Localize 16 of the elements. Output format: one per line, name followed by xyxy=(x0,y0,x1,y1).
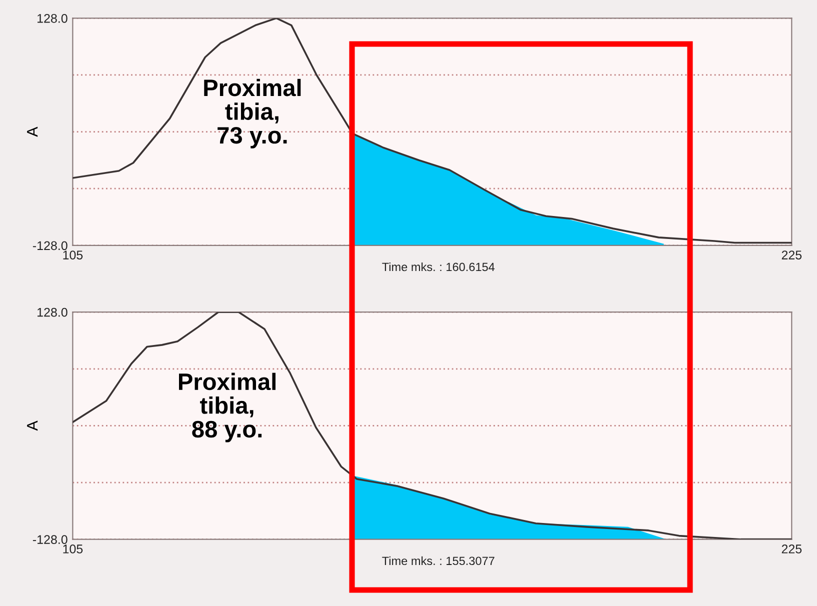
x-tick-label: 105 xyxy=(63,544,83,554)
y-axis-title: A xyxy=(27,420,38,431)
line-series xyxy=(72,312,792,540)
x-tick-label: 225 xyxy=(782,544,802,554)
y-axis-title: A xyxy=(27,126,38,137)
text: Time mks. : 155.3077 xyxy=(382,556,494,566)
line-series xyxy=(72,18,792,244)
annotation: Proximal tibia, 88 y.o. xyxy=(179,372,276,442)
y-tick-label: -128.0 xyxy=(32,535,68,544)
x-tick-label: 105 xyxy=(63,250,83,260)
y-tick-label: 128.0 xyxy=(38,14,68,23)
y-tick-label: -128.0 xyxy=(32,241,68,250)
text: Time mks. : 160.6154 xyxy=(382,262,495,272)
y-tick-label: 128.0 xyxy=(38,308,68,317)
annotation: Proximal tibia, 73 y.o. xyxy=(204,78,301,148)
x-tick-label: 225 xyxy=(782,250,802,260)
